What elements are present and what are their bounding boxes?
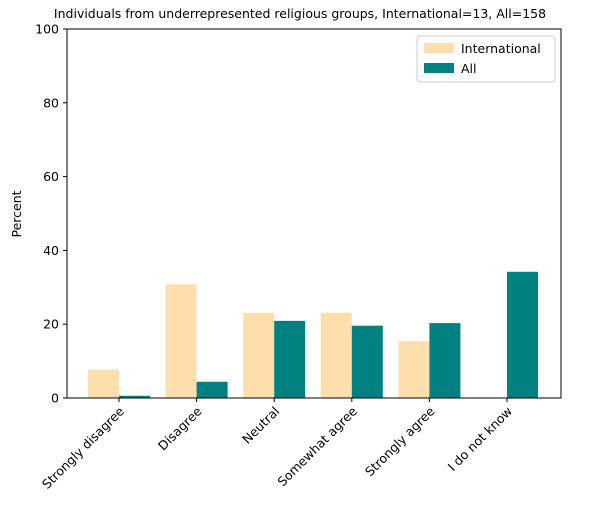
bar-all-neutral xyxy=(274,320,306,398)
legend-label-international: International xyxy=(461,41,541,56)
bar-international-neutral xyxy=(243,312,275,398)
chart-title: Individuals from underrepresented religi… xyxy=(54,6,546,21)
legend-swatch-all xyxy=(424,63,454,73)
bar-all-strongly-agree xyxy=(429,323,461,398)
x-tick-label-neutral: Neutral xyxy=(239,404,282,447)
bars-layer xyxy=(88,271,538,398)
x-tick-label-somewhat-agree: Somewhat agree xyxy=(274,403,360,489)
y-tick-label-40: 40 xyxy=(43,243,59,258)
legend: International All xyxy=(416,35,556,83)
x-tick-label-i-do-not-know: I do not know xyxy=(445,404,516,475)
y-tick-label-80: 80 xyxy=(43,95,59,110)
y-tick-label-100: 100 xyxy=(35,22,59,37)
legend-label-all: All xyxy=(461,61,477,76)
bar-all-somewhat-agree xyxy=(351,325,383,398)
y-tick-label-20: 20 xyxy=(43,317,59,332)
bar-international-strongly-agree xyxy=(398,341,430,398)
plot-frame xyxy=(66,28,562,399)
y-tick-label-60: 60 xyxy=(43,169,59,184)
x-axis-ticks: Strongly disagree Disagree NeutralSomewhat… xyxy=(39,398,515,492)
bar-international-somewhat-agree xyxy=(320,312,352,398)
legend-swatch-international xyxy=(424,43,454,53)
y-axis-ticks: 0 20 40 60 80 100 xyxy=(35,22,67,406)
bar-all-disagree xyxy=(196,381,228,398)
x-tick-label-strongly-agree: Strongly agree xyxy=(362,403,438,479)
y-tick-label-0: 0 xyxy=(51,391,59,406)
y-axis-label: Percent xyxy=(9,190,24,237)
bar-international-disagree xyxy=(165,284,197,398)
x-tick-label-strongly-disagree: Strongly disagree xyxy=(39,403,127,491)
x-tick-label-disagree: Disagree xyxy=(155,403,205,453)
bar-international-strongly-disagree xyxy=(88,369,119,398)
bar-all-i-do-not-know xyxy=(507,271,538,398)
bar-all-strongly-disagree xyxy=(119,395,150,398)
